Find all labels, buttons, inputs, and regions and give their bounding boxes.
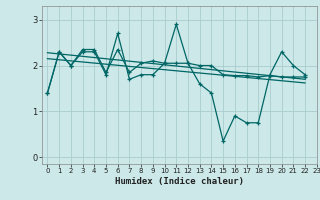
X-axis label: Humidex (Indice chaleur): Humidex (Indice chaleur): [115, 177, 244, 186]
